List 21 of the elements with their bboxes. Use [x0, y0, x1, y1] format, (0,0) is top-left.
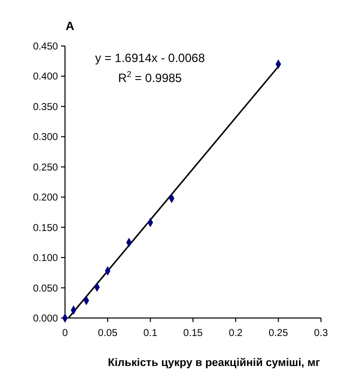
y-tick-label: 0.300: [32, 132, 58, 144]
y-tick-label: 0.250: [32, 162, 58, 174]
y-axis-title: A: [66, 19, 75, 33]
y-tick-label: 0.200: [32, 192, 58, 204]
annotation: R$^{2}$ = 0.9985: [118, 69, 182, 85]
y-tick-label: 0.050: [32, 283, 58, 294]
y-tick-label: 0.450: [32, 42, 58, 52]
y-tick-label: 0.100: [32, 253, 58, 264]
annotation: y = 1.6914x - 0.0068: [95, 51, 206, 65]
x-axis-title: Кількість цукру в реакційній суміші, мг: [108, 357, 321, 369]
x-tick-label: 0.25: [268, 328, 288, 339]
y-tick-label: 0.400: [32, 72, 58, 83]
x-tick-label: 0.3: [314, 328, 328, 339]
x-tick-label: 0.05: [98, 328, 118, 339]
y-tick-label: 0.350: [32, 102, 58, 113]
y-tick-label: 0.150: [32, 222, 58, 234]
x-tick-label: 0.1: [143, 328, 158, 339]
x-tick-label: 0: [62, 328, 68, 339]
x-tick-label: 0.2: [228, 328, 244, 339]
x-tick-label: 0.15: [183, 328, 204, 339]
y-tick-label: 0.000: [32, 314, 58, 324]
